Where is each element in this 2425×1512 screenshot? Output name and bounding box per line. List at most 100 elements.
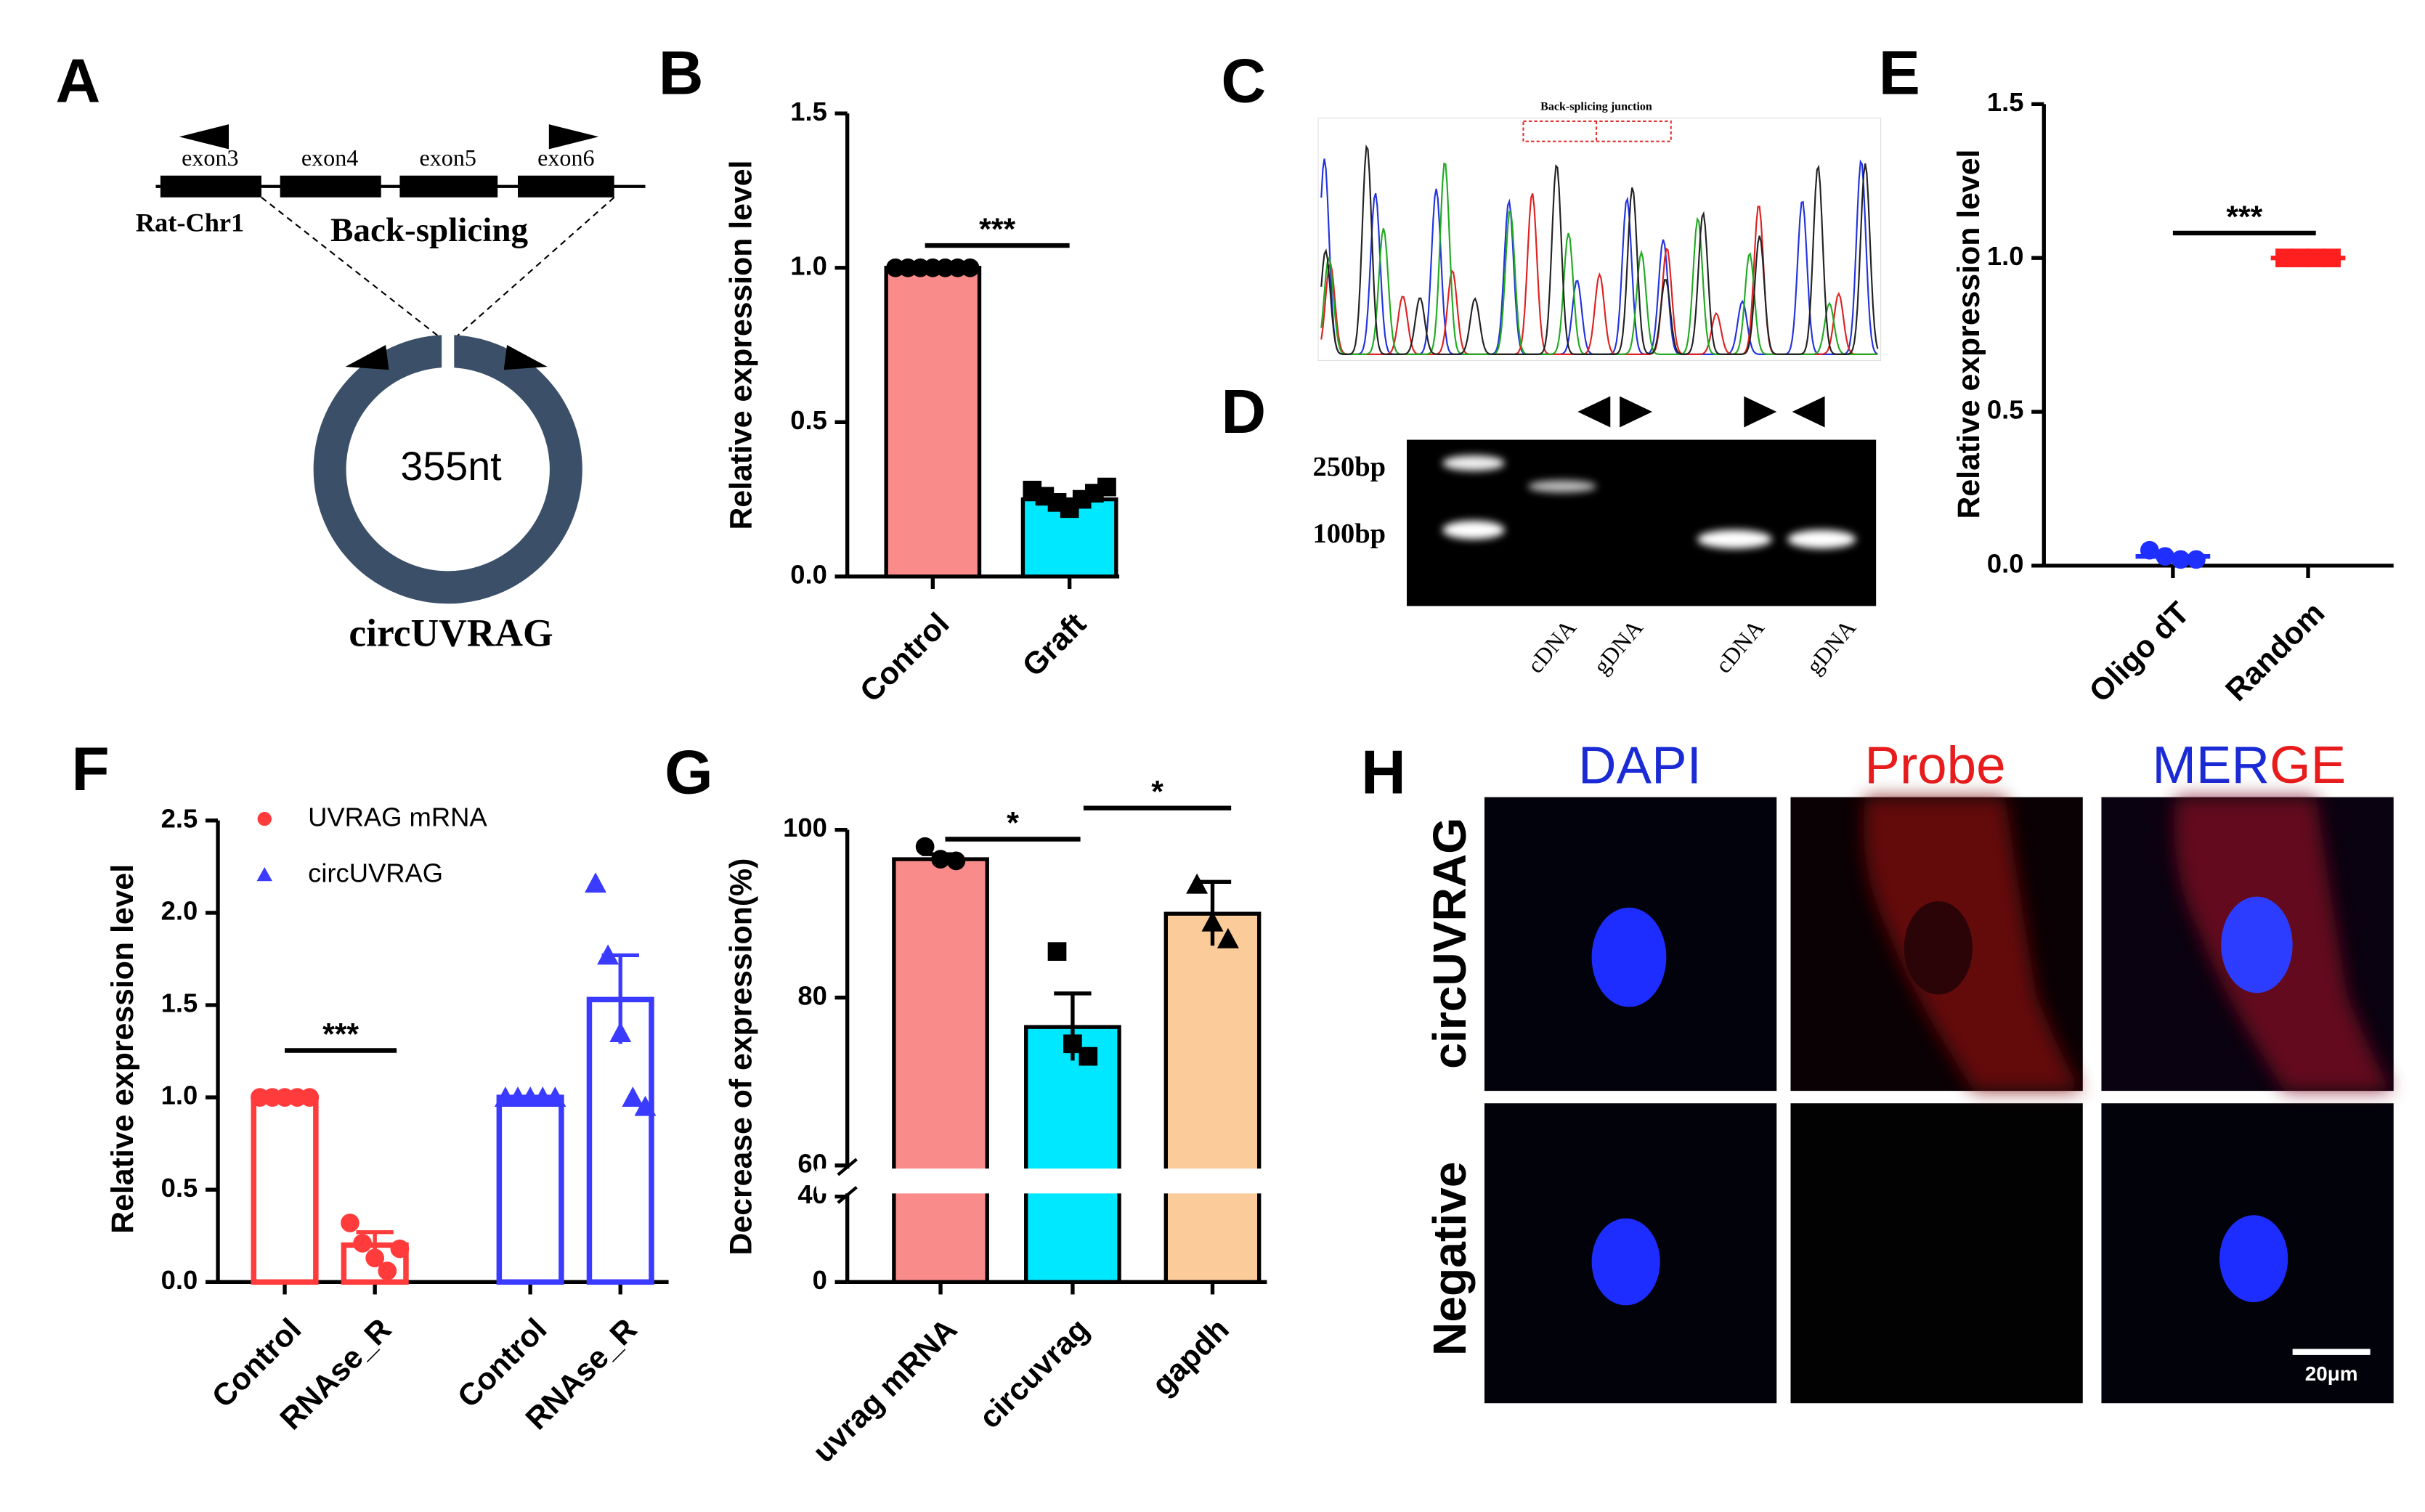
panel-c: C Back-splicing junction bbox=[1221, 46, 1882, 361]
probe-signal bbox=[1864, 797, 2083, 1092]
x-tick-label: circuvrag bbox=[972, 1312, 1096, 1435]
merge-part: GE bbox=[2270, 736, 2346, 794]
merge-part: MER bbox=[2152, 736, 2270, 794]
y-tick-label: 1.5 bbox=[1987, 87, 2024, 117]
legend-label: circUVRAG bbox=[308, 858, 443, 887]
data-point bbox=[1047, 942, 1067, 962]
panel-letter: H bbox=[1361, 738, 1406, 807]
y-tick-label: 1.0 bbox=[1987, 241, 2024, 271]
bar bbox=[496, 1094, 564, 1285]
data-point bbox=[597, 944, 620, 965]
y-tick-label: 0.0 bbox=[161, 1265, 198, 1295]
x-tick-label: gapdh bbox=[1145, 1312, 1236, 1402]
y-tick-label: 1.0 bbox=[790, 251, 827, 280]
panel-letter: A bbox=[56, 46, 101, 115]
x-tick-label: Graft bbox=[1016, 606, 1093, 683]
panel-a: A exon3 exon4 exon5 exon6 Rat-Chr1 Back-… bbox=[56, 46, 646, 655]
dashed-line bbox=[261, 196, 442, 340]
data-point bbox=[2171, 550, 2190, 569]
chromatogram-frame bbox=[1317, 118, 1882, 361]
primer-arrow bbox=[345, 345, 389, 370]
data-point bbox=[1216, 927, 1239, 948]
data-point bbox=[544, 1086, 566, 1107]
y-tick-label: 0.5 bbox=[790, 405, 827, 435]
bar bbox=[1024, 1025, 1121, 1284]
lane-label: gDNA bbox=[1588, 614, 1648, 679]
data-point bbox=[378, 1261, 397, 1280]
y-axis-label: Relative expression level bbox=[1951, 150, 1986, 519]
y-tick-label: 0.0 bbox=[1987, 548, 2024, 578]
x-tick-label: Oligo dT bbox=[2082, 596, 2196, 710]
y-tick-label: 0.0 bbox=[790, 559, 827, 589]
panel-h: H DAPI Probe MERGE circUVRAG Negative 20… bbox=[1361, 736, 2394, 1404]
y-tick-label: 80 bbox=[797, 980, 826, 1010]
data-point bbox=[946, 851, 966, 871]
chromosome-label: Rat-Chr1 bbox=[136, 208, 244, 237]
scale-label: 20μm bbox=[2305, 1362, 2358, 1385]
trace bbox=[1320, 144, 1879, 355]
dashed-line bbox=[453, 196, 615, 340]
row-label: circUVRAG bbox=[1423, 818, 1476, 1069]
significance-label: *** bbox=[979, 212, 1015, 247]
y-tick-label: 100 bbox=[783, 813, 827, 842]
ladder-label: 250bp bbox=[1313, 452, 1386, 482]
exon-box bbox=[160, 175, 261, 198]
primer-arrow bbox=[548, 124, 599, 150]
y-axis-label: Decrease of expression(%) bbox=[724, 858, 759, 1256]
x-tick-label: Control bbox=[853, 606, 956, 709]
gel-band bbox=[1442, 455, 1505, 471]
primer-arrow bbox=[1792, 396, 1825, 428]
exon-box bbox=[518, 175, 614, 198]
nucleus bbox=[2221, 896, 2293, 993]
y-tick-label: 0 bbox=[813, 1265, 827, 1295]
break-mark bbox=[837, 1158, 858, 1176]
panel-letter: B bbox=[659, 39, 704, 108]
data-point bbox=[1079, 1046, 1098, 1066]
lane-label: gDNA bbox=[1801, 614, 1861, 679]
nucleus bbox=[1591, 907, 1667, 1007]
y-tick-label: 0.5 bbox=[1987, 395, 2024, 425]
data-point bbox=[353, 1234, 372, 1253]
exon-box bbox=[280, 175, 381, 198]
x-tick-label: Random bbox=[2219, 596, 2331, 708]
significance-label: * bbox=[1007, 806, 1019, 841]
data-point bbox=[622, 1086, 644, 1107]
legend-marker bbox=[257, 812, 272, 826]
column-label: Probe bbox=[1864, 736, 2005, 794]
data-point bbox=[585, 872, 606, 893]
legend-marker bbox=[256, 866, 272, 882]
nucleus-shadow bbox=[1904, 901, 1973, 995]
primer-arrow bbox=[1744, 396, 1777, 428]
panel-letter: E bbox=[1879, 39, 1920, 108]
gel-band bbox=[1787, 529, 1856, 549]
nucleus bbox=[2219, 1215, 2288, 1303]
circ-name: circUVRAG bbox=[349, 611, 553, 655]
primer-arrow bbox=[503, 345, 548, 370]
exon-label: exon6 bbox=[537, 145, 594, 171]
panel-d: D 250bp 100bp cDNA gDNA cDNA gDNA bbox=[1221, 378, 1877, 679]
gel-band bbox=[1442, 520, 1505, 540]
gel-band bbox=[1527, 480, 1597, 493]
lane-label: cDNA bbox=[1710, 614, 1768, 678]
column-label: MERGE bbox=[2152, 736, 2346, 794]
nucleus bbox=[1591, 1218, 1660, 1306]
data-point bbox=[341, 1214, 360, 1232]
size-label: 355nt bbox=[400, 444, 502, 489]
axis-break bbox=[816, 1168, 1275, 1194]
bar bbox=[884, 266, 982, 579]
ring-gap bbox=[442, 329, 455, 376]
y-tick-label: 2.5 bbox=[161, 803, 198, 833]
data-point bbox=[2187, 550, 2206, 569]
data-point bbox=[634, 1095, 657, 1116]
data-point bbox=[300, 1088, 320, 1107]
significance-label: * bbox=[1151, 775, 1163, 810]
micrograph bbox=[1790, 1103, 2083, 1404]
break-mark bbox=[837, 1186, 858, 1204]
ladder-label: 100bp bbox=[1313, 519, 1386, 549]
data-point bbox=[931, 850, 950, 869]
y-tick-label: 1.5 bbox=[790, 97, 827, 126]
bar bbox=[892, 857, 989, 1284]
primer-arrow bbox=[1620, 396, 1653, 428]
x-tick-label: uvrag mRNA bbox=[806, 1312, 964, 1469]
